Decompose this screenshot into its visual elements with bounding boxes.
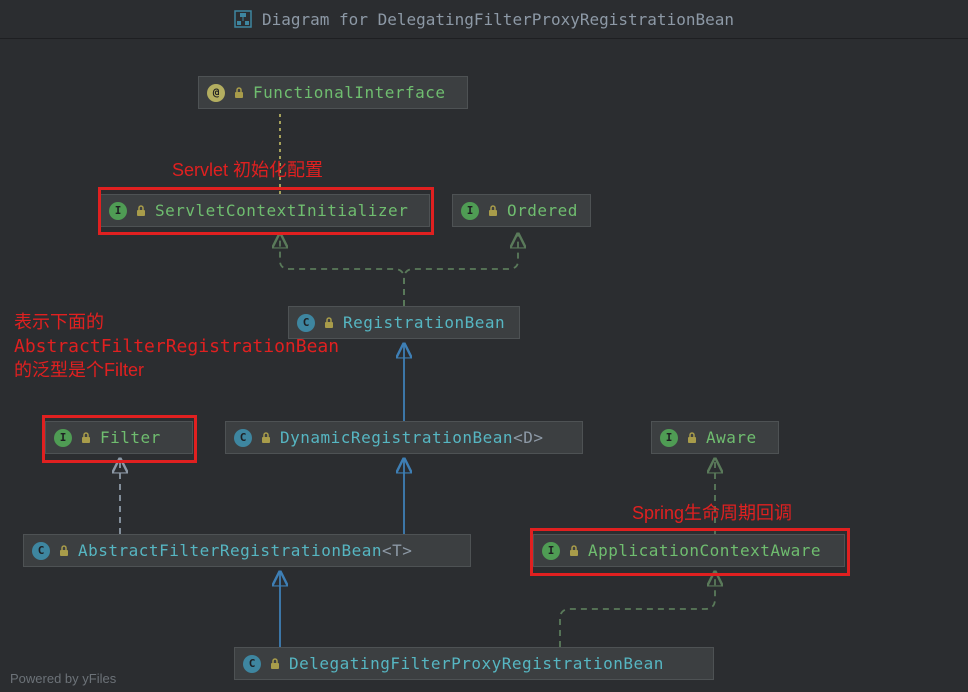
lock-icon [568, 545, 580, 557]
node-application-context-aware[interactable]: I ApplicationContextAware [533, 534, 845, 567]
page-title: Diagram for DelegatingFilterProxyRegistr… [262, 10, 734, 29]
node-label: AbstractFilterRegistrationBean<T> [78, 541, 412, 560]
node-label: DelegatingFilterProxyRegistrationBean [289, 654, 664, 673]
lock-icon [80, 432, 92, 444]
diagram-icon [234, 10, 252, 28]
node-dynamic-registration-bean[interactable]: C DynamicRegistrationBean<D> [225, 421, 583, 454]
lock-icon [233, 87, 245, 99]
node-label: Ordered [507, 201, 578, 220]
lock-icon [487, 205, 499, 217]
node-aware[interactable]: I Aware [651, 421, 779, 454]
node-label: FunctionalInterface [253, 83, 446, 102]
node-abstract-filter-registration-bean[interactable]: C AbstractFilterRegistrationBean<T> [23, 534, 471, 567]
lock-icon [323, 317, 335, 329]
class-type-icon: C [297, 314, 315, 332]
lock-icon [686, 432, 698, 444]
annotation-text: Servlet 初始化配置 [172, 159, 323, 182]
node-ordered[interactable]: I Ordered [452, 194, 591, 227]
node-delegating-filter-proxy-registration-bean[interactable]: C DelegatingFilterProxyRegistrationBean [234, 647, 714, 680]
class-type-icon: C [32, 542, 50, 560]
interface-type-icon: I [109, 202, 127, 220]
class-type-icon: C [234, 429, 252, 447]
node-label: DynamicRegistrationBean<D> [280, 428, 543, 447]
annotation-text: 的泛型是个Filter [14, 359, 144, 382]
interface-type-icon: I [461, 202, 479, 220]
node-label: RegistrationBean [343, 313, 505, 332]
lock-icon [269, 658, 281, 670]
annotation-text: AbstractFilterRegistrationBean [14, 335, 339, 358]
lock-icon [260, 432, 272, 444]
annotation-text: 表示下面的 [14, 311, 104, 334]
node-filter[interactable]: I Filter [45, 421, 193, 454]
diagram-canvas[interactable]: @ FunctionalInterface I ServletContextIn… [0, 38, 968, 692]
lock-icon [58, 545, 70, 557]
node-servlet-context-initializer[interactable]: I ServletContextInitializer [100, 194, 430, 227]
interface-type-icon: I [660, 429, 678, 447]
title-bar: Diagram for DelegatingFilterProxyRegistr… [0, 0, 968, 38]
node-functional-interface[interactable]: @ FunctionalInterface [198, 76, 468, 109]
node-label: ApplicationContextAware [588, 541, 821, 560]
node-label: Aware [706, 428, 757, 447]
annotation-type-icon: @ [207, 84, 225, 102]
edges-layer [0, 39, 968, 692]
node-label: ServletContextInitializer [155, 201, 408, 220]
annotation-text: Spring生命周期回调 [632, 502, 792, 525]
interface-type-icon: I [542, 542, 560, 560]
footer-powered-by: Powered by yFiles [10, 671, 116, 686]
node-label: Filter [100, 428, 161, 447]
interface-type-icon: I [54, 429, 72, 447]
class-type-icon: C [243, 655, 261, 673]
lock-icon [135, 205, 147, 217]
